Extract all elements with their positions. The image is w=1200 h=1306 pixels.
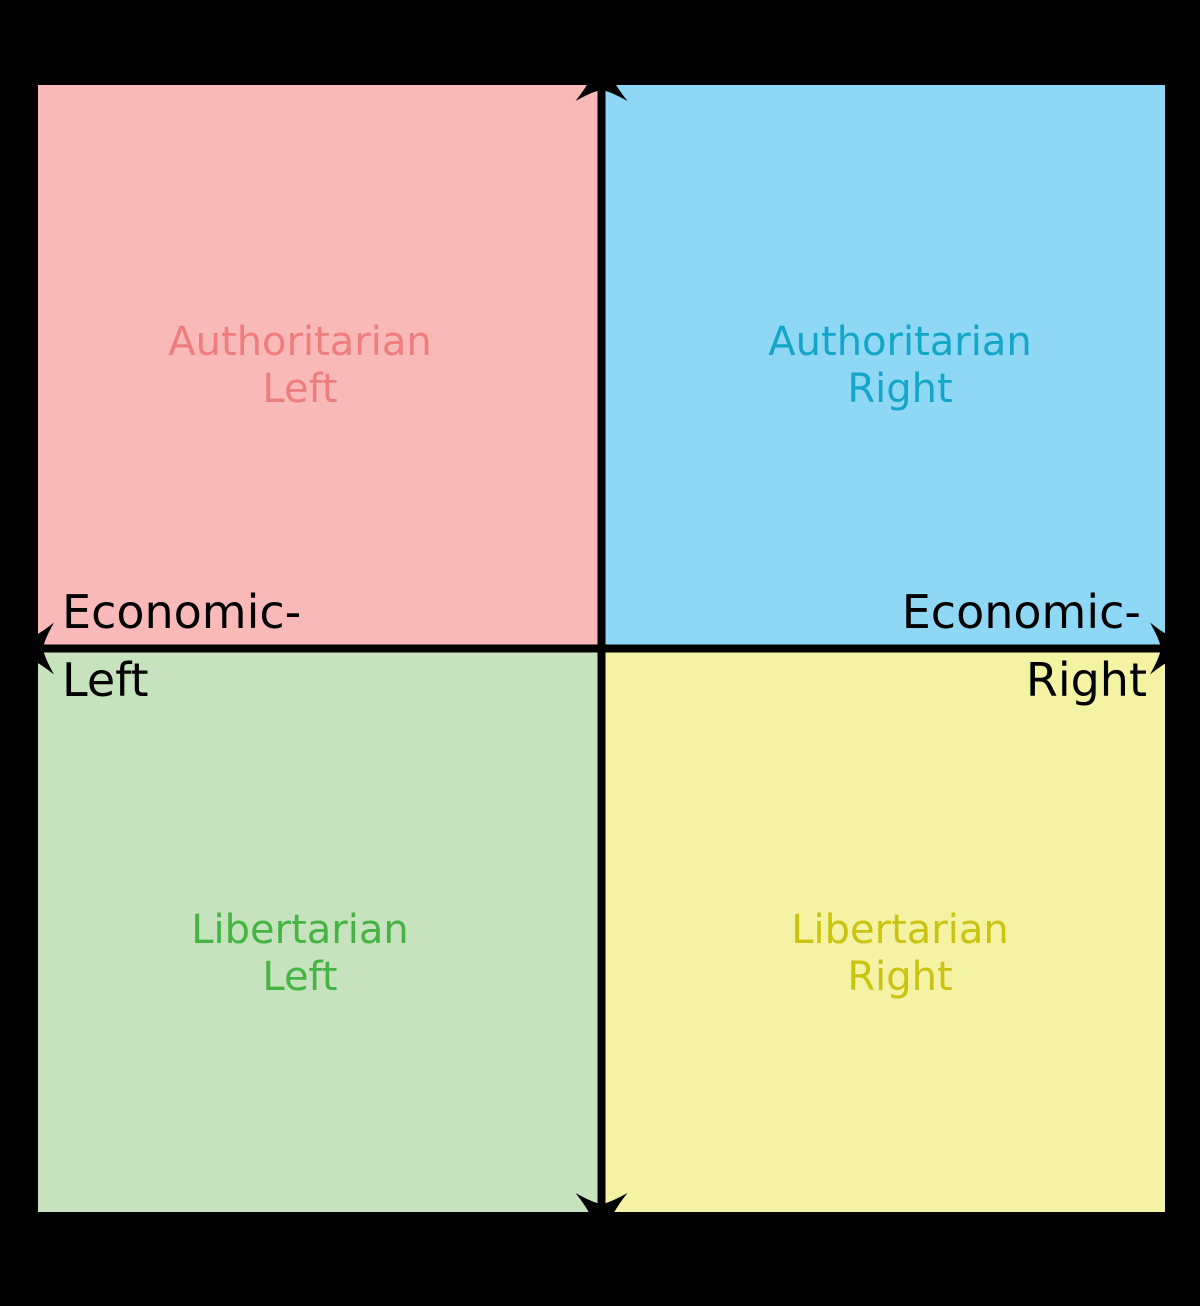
quadrant-label-authoritarian-left: Authoritarian Left xyxy=(80,319,520,413)
quadrant-label-line: Authoritarian xyxy=(168,319,432,365)
axis-label-economic-left-line1: Economic- xyxy=(62,585,302,639)
quadrant-label-line: Right xyxy=(847,366,953,412)
quadrant-label-line: Right xyxy=(847,954,953,1000)
quadrant-label-line: Left xyxy=(262,366,338,412)
quadrant-authoritarian-right xyxy=(601,85,1165,649)
quadrant-label-libertarian-left: Libertarian Left xyxy=(80,907,520,1001)
quadrant-libertarian-right xyxy=(601,648,1165,1212)
axis-label-economic-right-line2: Right xyxy=(1025,653,1147,707)
quadrant-authoritarian-left xyxy=(38,85,602,649)
quadrant-label-line: Libertarian xyxy=(191,907,409,953)
quadrant-libertarian-left xyxy=(38,648,602,1212)
quadrant-label-line: Left xyxy=(262,954,338,1000)
quadrant-label-line: Libertarian xyxy=(791,907,1009,953)
axis-label-economic-left-line2: Left xyxy=(62,653,149,707)
axis-label-authoritarian: Authoritarian xyxy=(461,3,739,52)
axis-label-economic-right-line1: Economic- xyxy=(901,585,1141,639)
quadrant-label-authoritarian-right: Authoritarian Right xyxy=(680,319,1120,413)
quadrant-label-libertarian-right: Libertarian Right xyxy=(680,907,1120,1001)
axis-label-libertarian: Libertarian xyxy=(485,1241,715,1290)
quadrant-label-line: Authoritarian xyxy=(768,319,1032,365)
